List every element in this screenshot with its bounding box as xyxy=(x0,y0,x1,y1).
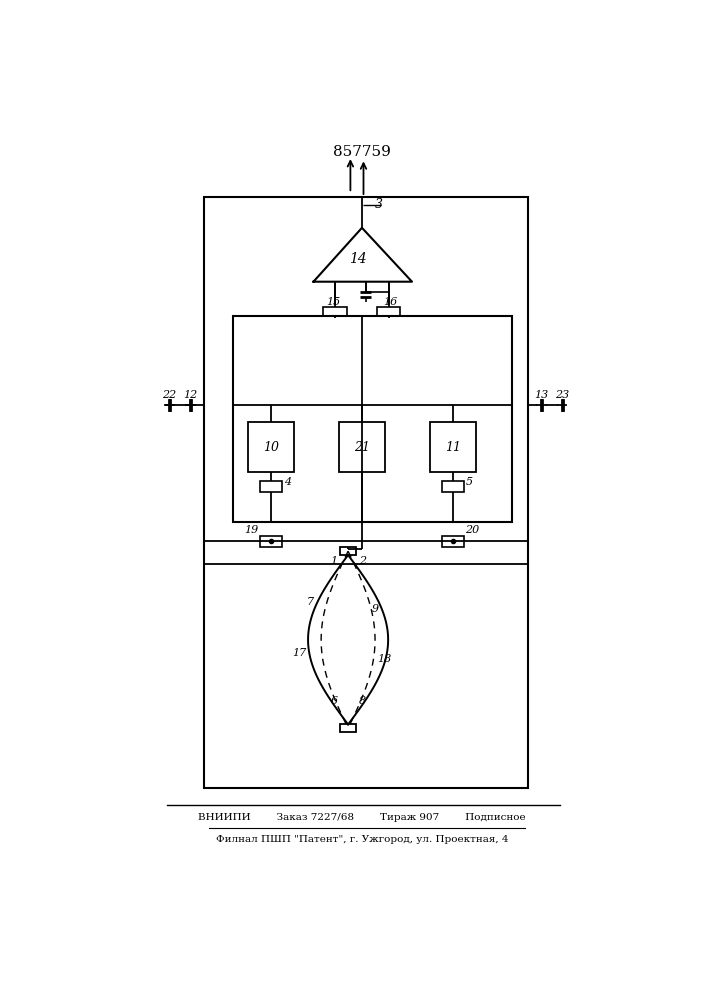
Bar xyxy=(378,307,400,318)
Bar xyxy=(204,197,527,788)
Bar xyxy=(233,316,512,522)
Bar xyxy=(339,422,385,472)
Bar xyxy=(442,536,464,547)
Bar xyxy=(340,547,356,555)
Text: 14: 14 xyxy=(349,252,367,266)
Text: 19: 19 xyxy=(245,525,259,535)
Text: 22: 22 xyxy=(163,390,177,400)
Text: 2: 2 xyxy=(359,556,366,566)
Bar xyxy=(324,307,346,318)
Text: 11: 11 xyxy=(445,441,461,454)
Text: 857759: 857759 xyxy=(333,145,391,159)
Text: 12: 12 xyxy=(183,390,197,400)
Text: 17: 17 xyxy=(292,648,306,658)
Text: ВНИИПИ        Заказ 7227/68        Тираж 907        Подписное: ВНИИПИ Заказ 7227/68 Тираж 907 Подписное xyxy=(198,813,526,822)
Text: 15: 15 xyxy=(327,297,341,307)
Bar xyxy=(248,422,294,472)
Bar xyxy=(430,422,476,472)
Text: 10: 10 xyxy=(263,441,279,454)
Text: 4: 4 xyxy=(284,477,291,487)
Text: 7: 7 xyxy=(307,597,314,607)
Text: 18: 18 xyxy=(378,654,392,664)
Text: 3: 3 xyxy=(375,198,383,211)
Text: 16: 16 xyxy=(383,297,397,307)
Bar xyxy=(260,481,282,492)
Text: 8: 8 xyxy=(359,696,366,706)
Text: 20: 20 xyxy=(465,525,479,535)
Text: 23: 23 xyxy=(555,390,569,400)
Bar xyxy=(260,536,282,547)
Text: 5: 5 xyxy=(466,477,473,487)
Bar xyxy=(442,481,464,492)
Text: 13: 13 xyxy=(534,390,549,400)
Text: 9: 9 xyxy=(372,604,379,614)
Text: 6: 6 xyxy=(330,696,337,706)
Text: 1: 1 xyxy=(330,556,337,566)
Bar xyxy=(340,724,356,732)
Text: Филнал ПШП "Патент", г. Ужгород, ул. Проектная, 4: Филнал ПШП "Патент", г. Ужгород, ул. Про… xyxy=(216,835,508,844)
Text: 21: 21 xyxy=(354,441,370,454)
